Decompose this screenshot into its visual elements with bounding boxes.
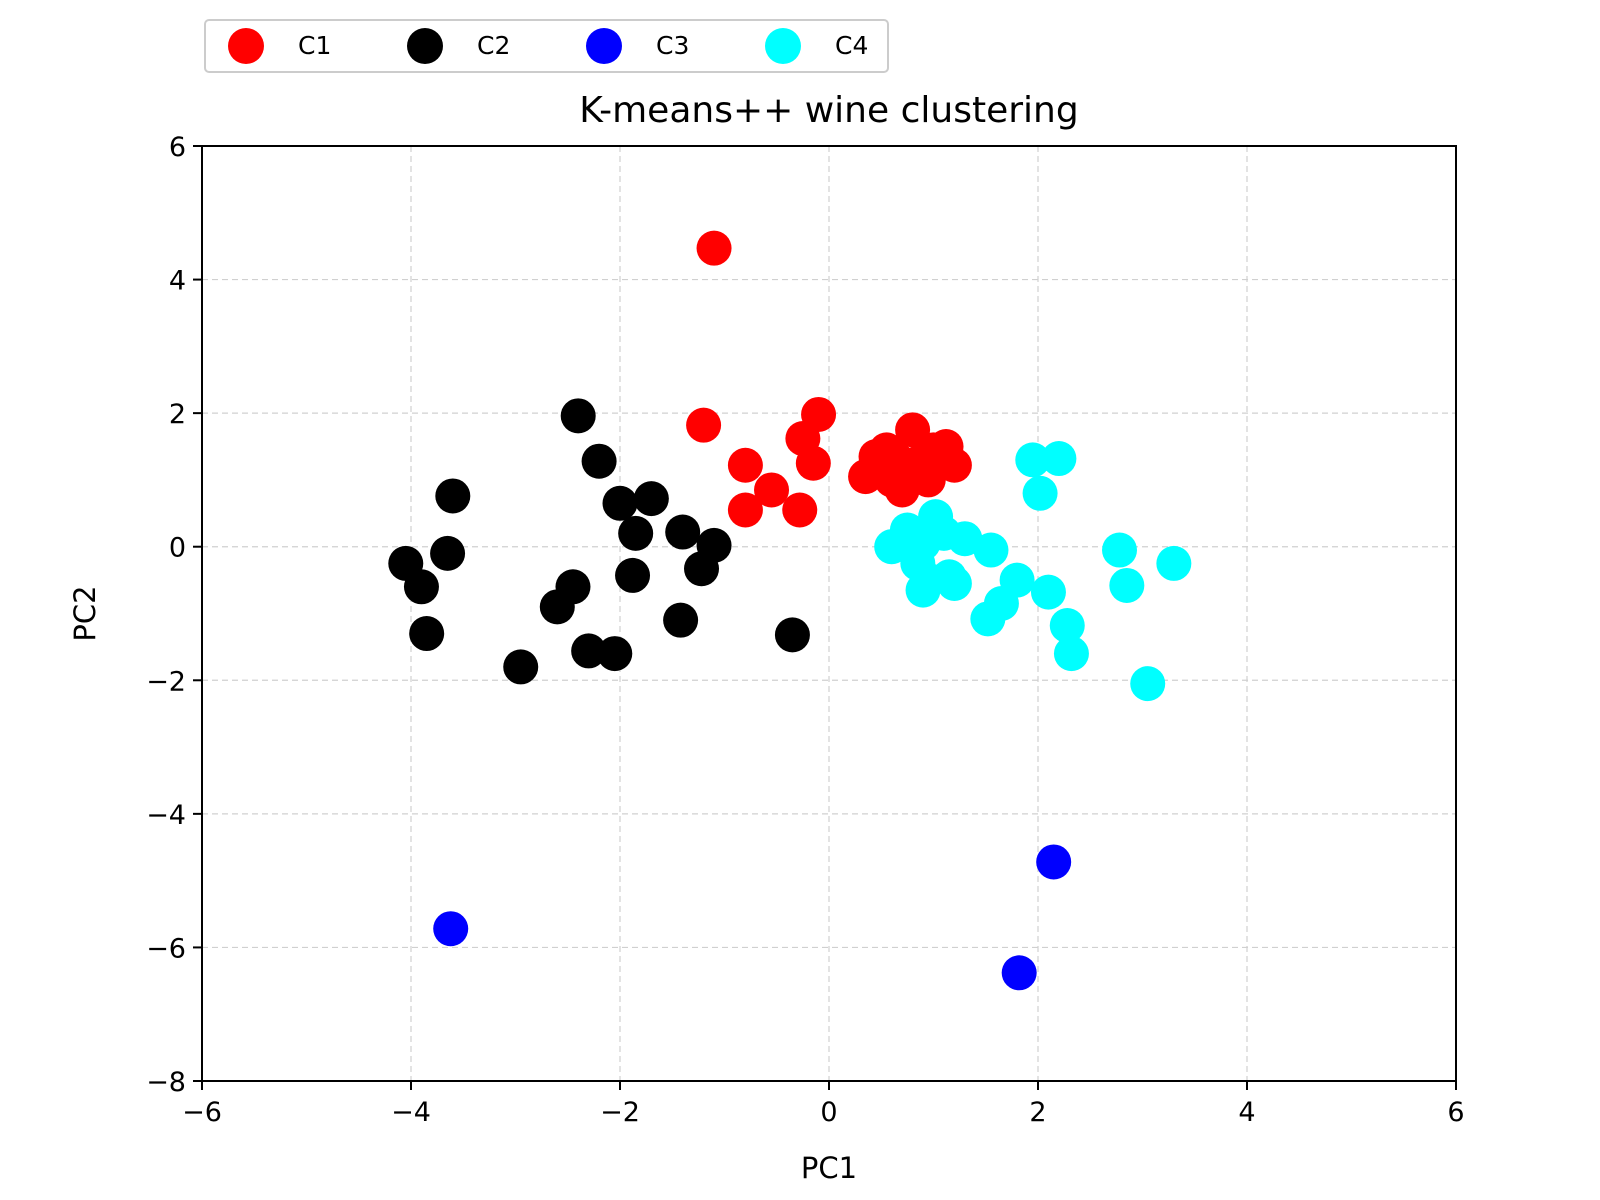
x-axis-label: PC1 — [801, 1151, 857, 1185]
data-point — [684, 551, 720, 587]
data-points — [388, 230, 1192, 991]
series-c4 — [874, 441, 1192, 702]
legend-item-c2: C2 — [407, 28, 510, 64]
data-point — [1130, 666, 1166, 702]
data-point — [1001, 955, 1037, 991]
x-tick-label: −6 — [182, 1097, 222, 1128]
legend-label: C1 — [298, 31, 331, 60]
data-point — [409, 616, 445, 652]
data-point — [686, 407, 722, 443]
series-c2 — [388, 398, 810, 685]
data-point — [633, 481, 669, 517]
y-tick-label: −4 — [146, 800, 186, 831]
data-point — [571, 633, 607, 669]
x-tick-label: −2 — [600, 1097, 640, 1128]
data-point — [503, 649, 539, 685]
data-point — [782, 492, 818, 528]
data-point — [727, 492, 763, 528]
legend-label: C4 — [835, 31, 868, 60]
data-point — [754, 472, 790, 508]
legend-marker — [407, 28, 443, 64]
data-point — [403, 569, 439, 605]
data-point — [430, 535, 466, 571]
data-point — [1041, 441, 1077, 477]
data-point — [1022, 475, 1058, 511]
data-point — [696, 230, 732, 266]
data-point — [618, 515, 654, 551]
data-point — [1053, 636, 1089, 672]
grid — [201, 145, 1457, 1082]
data-point — [581, 443, 617, 479]
x-tick-label: 0 — [820, 1097, 837, 1128]
y-tick-label: 0 — [169, 533, 186, 564]
legend-marker — [765, 28, 801, 64]
legend-item-c3: C3 — [586, 28, 689, 64]
legend-item-c1: C1 — [228, 28, 331, 64]
data-point — [936, 565, 972, 601]
data-point — [973, 532, 1009, 568]
data-point — [665, 514, 701, 550]
legend-box — [204, 19, 889, 73]
data-point — [1109, 567, 1145, 603]
data-point — [970, 601, 1006, 637]
data-point — [936, 447, 972, 483]
y-tick-label: 2 — [169, 399, 186, 430]
legend-label: C2 — [477, 31, 510, 60]
legend-item-c4: C4 — [765, 28, 868, 64]
legend: C1 C2 C3 C4 — [204, 19, 889, 73]
y-tick-label: −2 — [146, 666, 186, 697]
x-tick-label: 6 — [1447, 1097, 1464, 1128]
data-point — [1030, 574, 1066, 610]
y-tick-label: −6 — [146, 933, 186, 964]
y-tick-label: −8 — [146, 1067, 186, 1098]
data-point — [727, 447, 763, 483]
data-point — [947, 521, 983, 557]
data-point — [795, 445, 831, 481]
data-point — [905, 572, 941, 608]
legend-marker — [228, 28, 264, 64]
y-tick-label: 4 — [169, 266, 186, 297]
data-point — [433, 911, 469, 947]
data-point — [1102, 532, 1138, 568]
x-tick-label: 4 — [1238, 1097, 1255, 1128]
data-point — [1049, 608, 1085, 644]
x-tick-label: −4 — [391, 1097, 431, 1128]
data-point — [602, 485, 638, 521]
data-point — [615, 557, 651, 593]
data-point — [597, 636, 633, 672]
y-tick-label: 6 — [169, 132, 186, 163]
data-point — [1156, 545, 1192, 581]
data-point — [774, 617, 810, 653]
x-tick-label: 2 — [1029, 1097, 1046, 1128]
series-c3 — [433, 844, 1072, 991]
data-point — [1036, 844, 1072, 880]
data-point — [435, 478, 471, 514]
series-c1 — [686, 230, 972, 528]
chart-title: K-means++ wine clustering — [579, 90, 1078, 131]
data-point — [560, 398, 596, 434]
legend-label: C3 — [656, 31, 689, 60]
data-point — [663, 602, 699, 638]
y-axis-label: PC2 — [68, 585, 102, 641]
data-point — [1015, 442, 1051, 478]
data-point — [555, 569, 591, 605]
legend-marker — [586, 28, 622, 64]
